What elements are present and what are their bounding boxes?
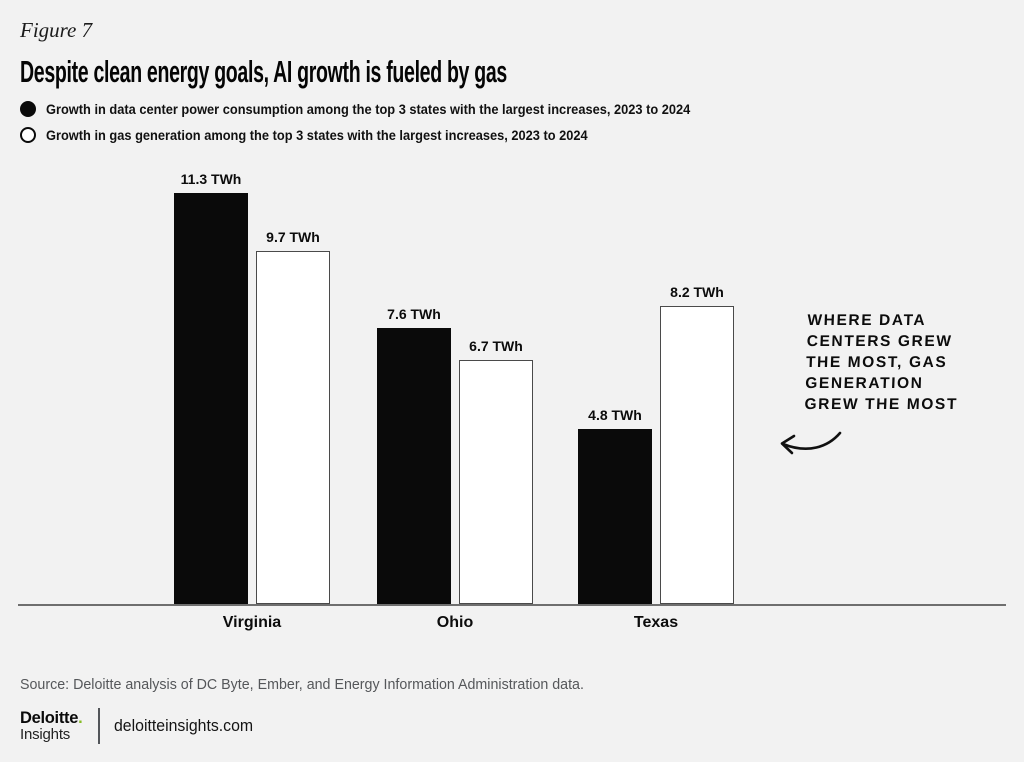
legend-label: Growth in data center power consumption … [46,101,691,117]
bar-texas-gas-generation [660,306,734,604]
legend-item-gas-generation: Growth in gas generation among the top 3… [20,122,724,148]
deloitte-insights-logo: Deloitte. Insights [20,708,83,743]
annotation-line: WHERE DATA [807,312,927,329]
filled-circle-icon [20,101,36,117]
annotation-line: THE MOST, GAS [805,354,948,371]
bar-virginia-gas-generation [256,251,330,604]
bar-value-label: 9.7 TWh [266,229,320,245]
insights-wordmark: Insights [20,725,71,743]
open-circle-icon [20,127,36,143]
x-axis-label-ohio: Ohio [436,614,474,631]
bar-value-label: 6.7 TWh [469,338,523,354]
green-dot-icon: . [78,708,83,727]
bar-value-label: 4.8 TWh [588,407,642,423]
bar-virginia-data-center-power [174,193,248,604]
bar-value-label: 8.2 TWh [670,284,724,300]
bar-texas-data-center-power [578,429,652,604]
x-axis-label-texas: Texas [633,614,679,631]
annotation-line: GENERATION [804,375,924,392]
annotation-line: CENTERS GREW [806,333,953,350]
annotation-line: GREW THE MOST [804,396,959,413]
legend-item-data-center-power: Growth in data center power consumption … [20,96,724,122]
site-link[interactable]: deloitteinsights.com [114,716,254,735]
figure-number: Figure 7 [20,18,93,42]
curved-arrow-icon [770,426,846,462]
bar-value-label: 11.3 TWh [180,171,242,187]
source-note: Source: Deloitte analysis of DC Byte, Em… [20,676,584,693]
handwritten-annotation: WHERE DATA CENTERS GREW THE MOST, GAS GENER… [804,310,988,415]
footer: Deloitte. Insights deloitteinsights.com [20,706,259,746]
bar-ohio-data-center-power [377,328,451,604]
x-axis-label-virginia: Virginia [222,614,282,631]
chart-title: Despite clean energy goals, AI growth is… [20,54,507,89]
bar-ohio-gas-generation [459,360,533,604]
deloitte-wordmark: Deloitte. [20,708,83,727]
footer-divider [98,708,101,744]
bar-value-label: 7.6 TWh [387,306,441,322]
x-axis-baseline [18,604,1006,606]
chart-legend: Growth in data center power consumption … [20,96,724,148]
legend-label: Growth in gas generation among the top 3… [46,127,588,143]
